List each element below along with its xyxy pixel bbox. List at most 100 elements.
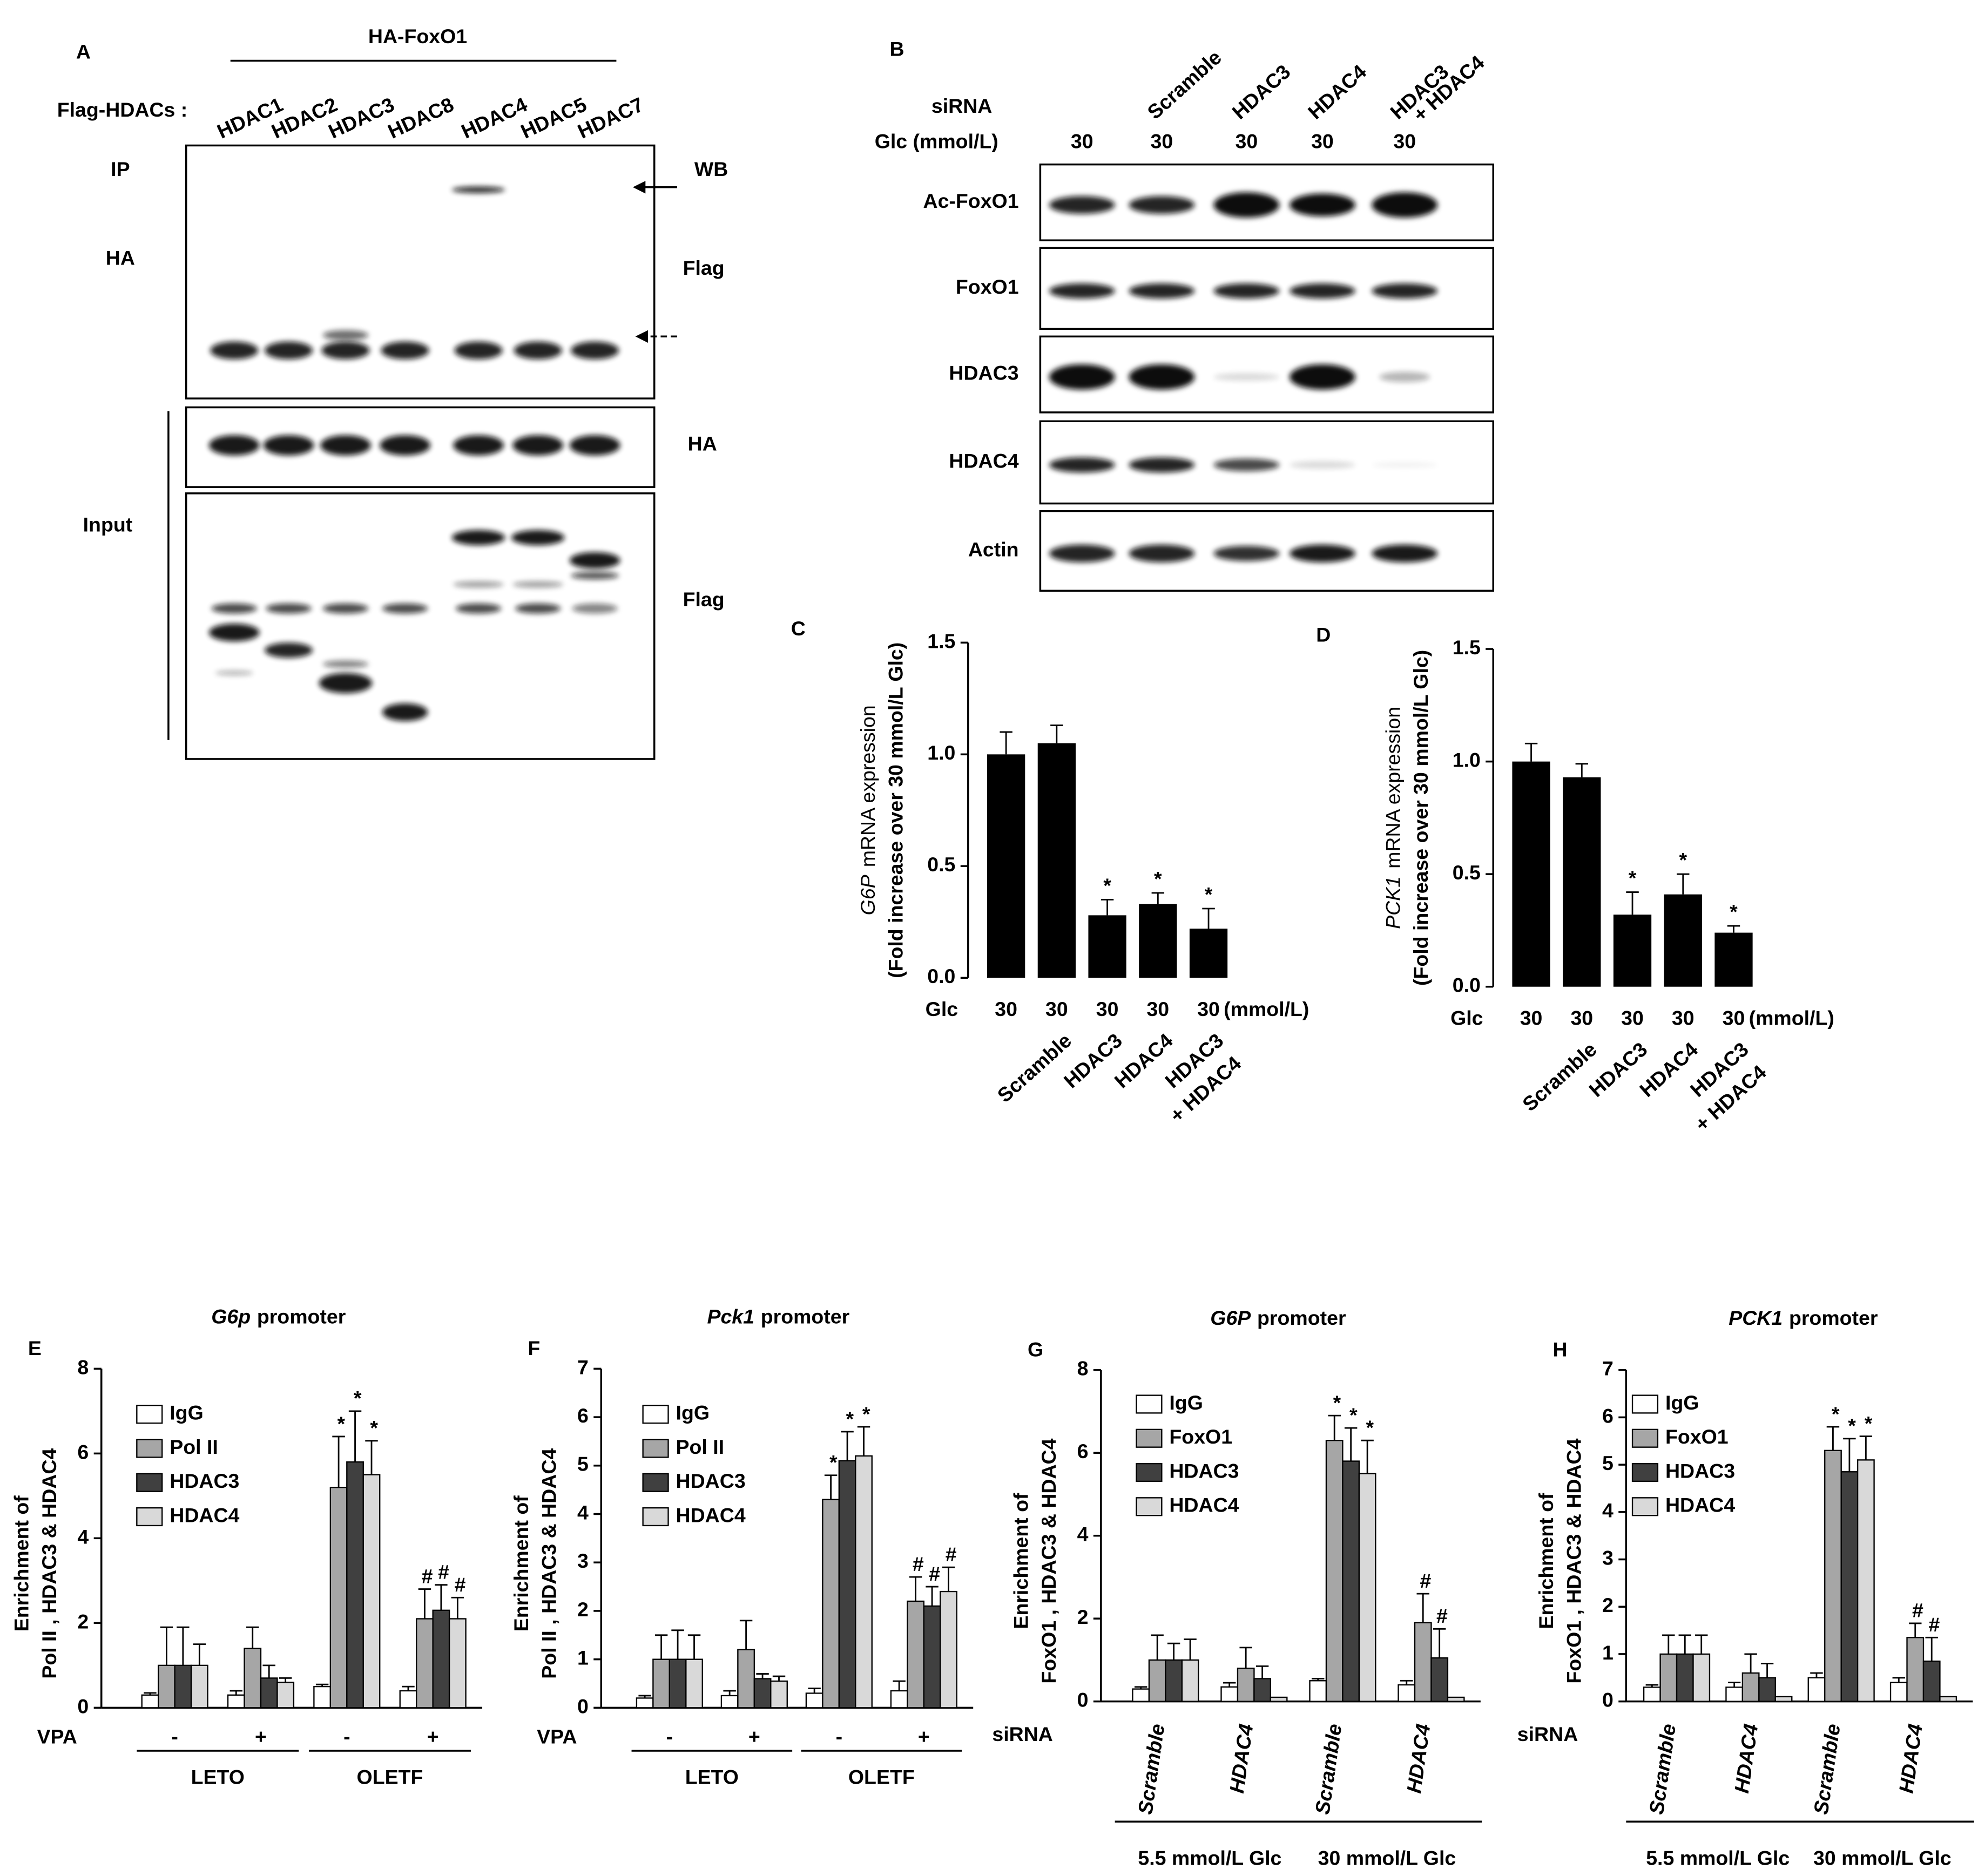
bar — [1237, 1668, 1255, 1702]
bar — [346, 1461, 364, 1709]
significance-mark: # — [422, 1565, 433, 1587]
x-unit: (mmol/L) — [1224, 998, 1309, 1020]
significance-mark: * — [1730, 900, 1738, 923]
bar — [1563, 777, 1601, 987]
bar — [652, 1658, 671, 1709]
bar — [432, 1609, 450, 1709]
blot-band — [1213, 546, 1280, 561]
bar — [822, 1499, 840, 1709]
legend-label: IgG — [1665, 1391, 1699, 1414]
blot-band — [515, 603, 561, 614]
legend-swatch — [1136, 1428, 1163, 1448]
bar — [907, 1600, 924, 1709]
legend-label: HDAC4 — [1169, 1494, 1239, 1516]
y-axis-label: (Fold increase over 30 mmol/L Glc) — [885, 642, 907, 978]
x-axis-label: VPA — [537, 1725, 577, 1748]
bar — [1807, 1677, 1826, 1702]
blot-band — [569, 552, 620, 569]
group-label: OLETF — [848, 1765, 915, 1788]
y-tick-label: 4 — [1077, 1523, 1089, 1546]
bar — [1325, 1439, 1344, 1702]
blot-band — [1372, 283, 1438, 299]
significance-mark: * — [1205, 883, 1213, 905]
group-label: LETO — [191, 1765, 245, 1788]
blot-band — [266, 603, 312, 614]
bar — [1512, 761, 1550, 987]
bar — [1939, 1696, 1957, 1702]
significance-mark: * — [1629, 866, 1637, 889]
bar — [448, 1618, 467, 1709]
y-tick-label: 0 — [1602, 1689, 1614, 1711]
group-label: OLETF — [357, 1765, 423, 1788]
y-tick-label: 7 — [577, 1356, 589, 1378]
blot-band — [571, 341, 619, 360]
legend-swatch — [642, 1473, 669, 1492]
blot-band — [211, 603, 257, 614]
blot-band — [453, 435, 504, 456]
blot-band — [451, 186, 505, 193]
significance-mark: * — [337, 1412, 345, 1435]
y-axis-label: (Fold increase over 30 mmol/L Glc) — [1409, 650, 1432, 986]
y-tick-label: 0.0 — [1453, 974, 1481, 997]
blot-band — [454, 341, 503, 360]
significance-mark: * — [862, 1403, 870, 1425]
legend-swatch — [642, 1405, 669, 1424]
glc-value: 30 — [1096, 998, 1119, 1020]
y-tick-label: 0.0 — [927, 965, 955, 987]
bar — [720, 1695, 739, 1709]
significance-mark: * — [370, 1417, 378, 1439]
bar — [805, 1692, 823, 1709]
y-axis-label: FoxO1 , HDAC3 & HDAC4 — [1562, 1438, 1585, 1683]
significance-mark: # — [1436, 1604, 1448, 1627]
glc-value: 30 — [1045, 998, 1068, 1020]
y-tick-label: 6 — [1077, 1440, 1089, 1462]
panel-label: H — [1552, 1338, 1567, 1360]
legend-label: HDAC4 — [676, 1503, 746, 1526]
chart-title: Pck1 promoter — [707, 1305, 849, 1328]
panel-label: F — [528, 1337, 540, 1359]
legend-swatch — [1136, 1394, 1163, 1414]
bar — [1774, 1696, 1793, 1702]
bar — [244, 1648, 262, 1709]
blot-band — [1129, 364, 1195, 390]
legend-label: HDAC3 — [676, 1469, 746, 1492]
bar — [1181, 1659, 1199, 1702]
legend-label: IgG — [1169, 1391, 1203, 1414]
blot-band — [1129, 196, 1195, 214]
significance-mark: * — [829, 1451, 838, 1474]
blot-band — [265, 341, 313, 360]
panel-label: C — [791, 617, 806, 640]
bar — [158, 1664, 175, 1709]
y-tick-label: 2 — [77, 1610, 89, 1633]
significance-mark: # — [946, 1543, 957, 1566]
blot-band — [1372, 192, 1438, 218]
significance-mark: * — [1679, 849, 1687, 871]
bar — [1398, 1684, 1416, 1702]
significance-mark: # — [913, 1553, 924, 1575]
glc-value: 30 — [1621, 1007, 1644, 1030]
blot-right-label: HA — [688, 432, 717, 455]
y-tick-label: 1.5 — [927, 629, 955, 652]
glc-value: 30 — [1672, 1007, 1695, 1030]
bar — [174, 1664, 192, 1709]
x-tick-label: + — [748, 1725, 760, 1748]
blot-band — [1290, 364, 1355, 390]
glc-value: 30 — [1570, 1007, 1593, 1030]
x-axis-label: siRNA — [1517, 1723, 1578, 1745]
bar — [940, 1590, 957, 1709]
y-tick-label: 4 — [577, 1501, 589, 1523]
chart-title-text: promoter — [1257, 1306, 1346, 1329]
bar — [1358, 1473, 1376, 1702]
significance-mark: # — [1912, 1599, 1923, 1622]
bar — [1889, 1682, 1908, 1702]
blot-band — [380, 435, 430, 456]
bar — [416, 1618, 434, 1709]
blot-band — [322, 660, 369, 668]
bar — [260, 1677, 278, 1709]
blot-band — [1049, 283, 1115, 299]
y-tick-label: 0 — [1077, 1689, 1089, 1711]
significance-mark: * — [1832, 1403, 1840, 1425]
blot-band — [1290, 544, 1355, 563]
blot-band — [210, 341, 259, 360]
